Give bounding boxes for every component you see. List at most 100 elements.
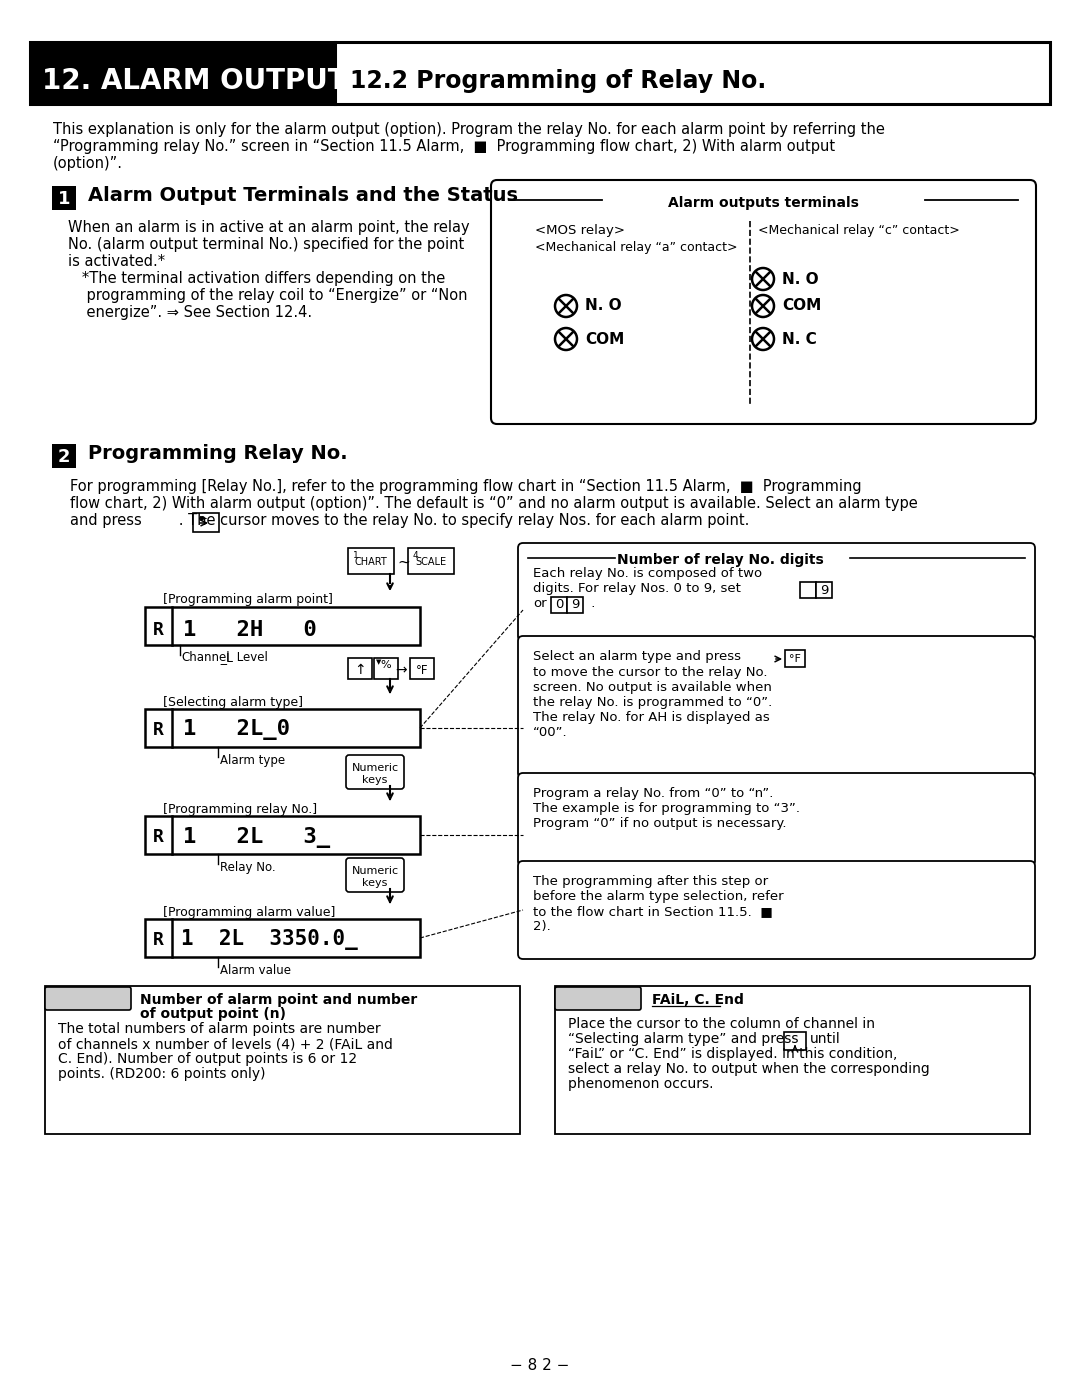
Text: °F: °F [789, 654, 801, 664]
Text: N. C: N. C [782, 331, 816, 346]
Text: N. O: N. O [782, 271, 819, 286]
Text: <Mechanical relay “c” contact>: <Mechanical relay “c” contact> [758, 224, 960, 237]
Text: points. (RD200: 6 points only): points. (RD200: 6 points only) [58, 1067, 266, 1081]
Bar [800, 583, 816, 598]
Bar [348, 658, 372, 679]
FancyBboxPatch shape [518, 861, 1035, 958]
Text: 1   2L   3_: 1 2L 3_ [183, 827, 330, 848]
Text: phenomenon occurs.: phenomenon occurs. [568, 1077, 714, 1091]
Bar [374, 658, 399, 679]
Text: 1   2L_0: 1 2L_0 [183, 719, 291, 740]
Text: (option)”.: (option)”. [53, 156, 123, 170]
Text: ̲L: ̲L [226, 651, 233, 664]
Bar [145, 710, 420, 747]
Text: 2).: 2). [534, 921, 551, 933]
Bar [52, 444, 76, 468]
Text: COM: COM [585, 331, 624, 346]
Text: energize”. ⇒ See Section 12.4.: energize”. ⇒ See Section 12.4. [68, 305, 312, 320]
Text: or: or [534, 597, 546, 610]
Text: digits. For relay Nos. 0 to 9, set: digits. For relay Nos. 0 to 9, set [534, 583, 741, 595]
Text: Number of alarm point and number: Number of alarm point and number [140, 993, 417, 1007]
Text: 1   2H   0: 1 2H 0 [183, 620, 316, 640]
Bar [785, 650, 805, 666]
Text: ►: ► [200, 511, 207, 522]
Text: of output point (n): of output point (n) [140, 1007, 286, 1021]
Text: the relay No. is programmed to “0”.: the relay No. is programmed to “0”. [534, 696, 772, 710]
Text: Alarm type: Alarm type [220, 754, 285, 767]
Text: %: % [380, 659, 391, 671]
Text: 9: 9 [820, 584, 828, 597]
Text: Program a relay No. from “0” to “n”.: Program a relay No. from “0” to “n”. [534, 787, 773, 800]
Text: .: . [588, 597, 595, 610]
FancyBboxPatch shape [346, 754, 404, 789]
Bar [784, 1032, 806, 1051]
FancyBboxPatch shape [346, 858, 404, 893]
Bar [145, 919, 420, 957]
FancyBboxPatch shape [45, 988, 131, 1010]
Text: FAiL, C. End: FAiL, C. End [652, 993, 744, 1007]
Bar [551, 597, 567, 613]
FancyBboxPatch shape [555, 988, 642, 1010]
Text: <MOS relay>: <MOS relay> [535, 224, 625, 237]
Text: “Selecting alarm type” and press: “Selecting alarm type” and press [568, 1032, 798, 1046]
Text: − 8 2 −: − 8 2 − [511, 1358, 569, 1373]
Text: before the alarm type selection, refer: before the alarm type selection, refer [534, 890, 784, 902]
Text: [Selecting alarm type]: [Selecting alarm type] [163, 696, 303, 710]
Text: N. O: N. O [585, 299, 622, 313]
Bar [45, 986, 519, 1134]
Text: 12. ALARM OUTPUT: 12. ALARM OUTPUT [42, 67, 347, 95]
FancyBboxPatch shape [491, 180, 1036, 425]
Text: When an alarm is in active at an alarm point, the relay: When an alarm is in active at an alarm p… [68, 219, 470, 235]
Text: of channels x number of levels (4) + 2 (FAiL and: of channels x number of levels (4) + 2 (… [58, 1037, 393, 1051]
Bar [348, 548, 394, 574]
Bar [408, 548, 454, 574]
Bar [555, 986, 1030, 1134]
Text: 1: 1 [353, 550, 359, 560]
Text: C. End). Number of output points is 6 or 12: C. End). Number of output points is 6 or… [58, 1052, 357, 1066]
Text: R: R [153, 721, 164, 739]
Text: The relay No. for AH is displayed as: The relay No. for AH is displayed as [534, 711, 770, 724]
Text: 12.2 Programming of Relay No.: 12.2 Programming of Relay No. [350, 68, 766, 94]
Text: CHART: CHART [354, 557, 388, 567]
Text: Level: Level [233, 651, 268, 664]
Text: The total numbers of alarm points are number: The total numbers of alarm points are nu… [58, 1023, 380, 1037]
Text: 9: 9 [571, 598, 579, 612]
Bar [410, 658, 434, 679]
Text: ↑: ↑ [354, 664, 366, 678]
Text: ▼: ▼ [376, 659, 381, 665]
Text: [Programming alarm value]: [Programming alarm value] [163, 907, 336, 919]
Text: °F: °F [416, 664, 429, 676]
FancyBboxPatch shape [518, 543, 1035, 641]
Text: Select an alarm type and press: Select an alarm type and press [534, 650, 741, 664]
Text: <Mechanical relay “a” contact>: <Mechanical relay “a” contact> [535, 242, 738, 254]
Text: The programming after this step or: The programming after this step or [534, 875, 768, 888]
Bar [145, 816, 420, 854]
Text: 1  2L  3350.0_: 1 2L 3350.0_ [181, 929, 357, 950]
Text: and press        . The cursor moves to the relay No. to specify relay Nos. for e: and press . The cursor moves to the rela… [70, 513, 750, 528]
Text: 1: 1 [57, 190, 70, 208]
Text: Program “0” if no output is necessary.: Program “0” if no output is necessary. [534, 817, 786, 830]
Text: Remarks 2: Remarks 2 [565, 995, 631, 1004]
Text: Numeric
keys: Numeric keys [351, 866, 399, 888]
Text: This explanation is only for the alarm output (option). Program the relay No. fo: This explanation is only for the alarm o… [53, 122, 885, 137]
Bar [145, 608, 420, 645]
Text: For programming [Relay No.], refer to the programming flow chart in “Section 11.: For programming [Relay No.], refer to th… [70, 479, 862, 495]
Text: Alarm outputs terminals: Alarm outputs terminals [667, 196, 859, 210]
Text: select a relay No. to output when the corresponding: select a relay No. to output when the co… [568, 1062, 930, 1076]
Text: flow chart, 2) With alarm output (option)”. The default is “0” and no alarm outp: flow chart, 2) With alarm output (option… [70, 496, 918, 511]
Bar [30, 42, 1050, 103]
Text: 2: 2 [57, 448, 70, 467]
Bar [816, 583, 832, 598]
Text: R: R [153, 622, 164, 638]
Text: until: until [810, 1032, 840, 1046]
FancyBboxPatch shape [518, 636, 1035, 778]
Text: to move the cursor to the relay No.: to move the cursor to the relay No. [534, 666, 768, 679]
Text: programming of the relay coil to “Energize” or “Non: programming of the relay coil to “Energi… [68, 288, 468, 303]
Text: Programming Relay No.: Programming Relay No. [87, 444, 348, 462]
Text: 4: 4 [413, 550, 419, 560]
Text: SCALE: SCALE [416, 557, 446, 567]
Text: is activated.*: is activated.* [68, 254, 165, 270]
Text: Numeric
keys: Numeric keys [351, 763, 399, 785]
Bar [193, 513, 219, 532]
Text: 0: 0 [555, 598, 563, 612]
